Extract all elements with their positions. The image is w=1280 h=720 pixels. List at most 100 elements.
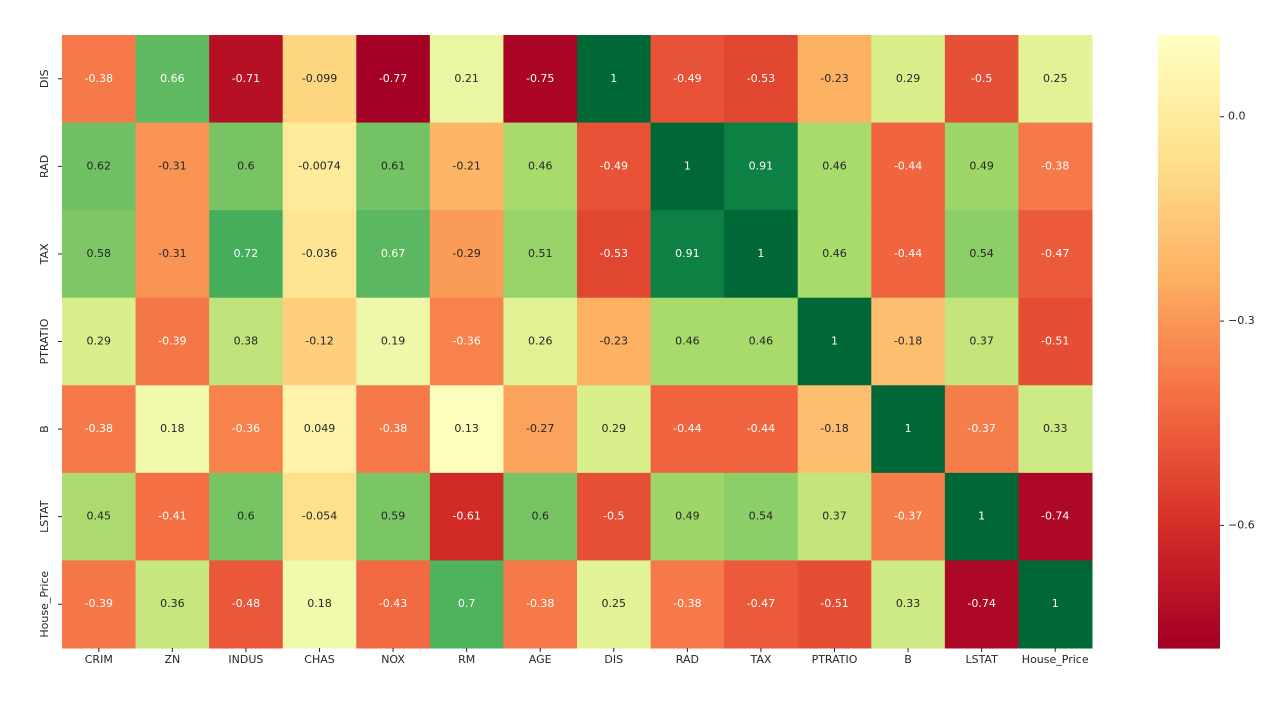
- cell-label: 0.46: [749, 335, 774, 348]
- colorbar-segment: [1158, 86, 1220, 92]
- cell: [944, 385, 1019, 474]
- colorbar-segment: [1158, 622, 1220, 629]
- cell: [871, 472, 946, 561]
- colorbar-segment: [1158, 280, 1220, 286]
- cell: [62, 472, 137, 561]
- cell-label: 0.33: [1043, 422, 1068, 435]
- cell: [944, 122, 1019, 211]
- cell-label: 1: [978, 510, 985, 523]
- colorbar-segment: [1158, 285, 1220, 292]
- colorbar-segment: [1158, 91, 1220, 97]
- cell: [62, 297, 137, 386]
- cell-label: -0.75: [526, 72, 554, 85]
- cell: [1018, 385, 1093, 474]
- colorbar-segment: [1158, 561, 1220, 567]
- colorbar-segment: [1158, 530, 1220, 537]
- cell-label: 0.58: [87, 247, 112, 260]
- cell-label: 0.049: [304, 422, 336, 435]
- cell: [429, 297, 504, 386]
- cell: [62, 560, 137, 649]
- cell: [724, 122, 799, 211]
- cell: [282, 560, 357, 649]
- cell: [1018, 560, 1093, 649]
- cell: [429, 122, 504, 211]
- cell-label: -0.47: [747, 597, 775, 610]
- colorbar-segment: [1158, 453, 1220, 460]
- colorbar-segment: [1158, 596, 1220, 603]
- cell: [944, 297, 1019, 386]
- colorbar-segment: [1158, 290, 1220, 297]
- cell-label: -0.12: [305, 335, 333, 348]
- colorbar-segment: [1158, 249, 1220, 256]
- colorbar-segment: [1158, 617, 1220, 624]
- colorbar-segment: [1158, 254, 1220, 261]
- cell: [503, 122, 578, 211]
- cell: [135, 35, 210, 124]
- cell-label: -0.099: [302, 72, 337, 85]
- cell-label: 1: [905, 422, 912, 435]
- cell-label: 0.19: [381, 335, 406, 348]
- colorbar-segment: [1158, 310, 1220, 317]
- cell-label: 0.45: [87, 510, 112, 523]
- colorbar-segment: [1158, 167, 1220, 174]
- colorbar-segment: [1158, 356, 1220, 363]
- colorbar-segment: [1158, 423, 1220, 429]
- cell: [577, 122, 652, 211]
- cell: [209, 297, 284, 386]
- cell-label: 0.6: [237, 159, 255, 172]
- x-tick-label: CHAS: [304, 653, 334, 666]
- colorbar-segment: [1158, 474, 1220, 481]
- cell: [282, 35, 357, 124]
- cell: [1018, 472, 1093, 561]
- colorbar-segment: [1158, 234, 1220, 240]
- cell-label: 0.54: [749, 510, 774, 523]
- colorbar-segment: [1158, 101, 1220, 108]
- colorbar-segment: [1158, 428, 1220, 435]
- cell-label: 0.59: [381, 510, 406, 523]
- cell: [429, 35, 504, 124]
- cell: [650, 210, 725, 299]
- cell: [209, 35, 284, 124]
- cell-label: -0.37: [967, 422, 995, 435]
- cell-label: 0.51: [528, 247, 553, 260]
- colorbar-segment: [1158, 612, 1220, 618]
- colorbar-segment: [1158, 275, 1220, 281]
- colorbar-segment: [1158, 397, 1220, 404]
- cell-label: -0.036: [302, 247, 337, 260]
- colorbar-segment: [1158, 111, 1220, 118]
- cell-label: -0.5: [971, 72, 992, 85]
- colorbar-segment: [1158, 244, 1220, 251]
- cell: [724, 385, 799, 474]
- colorbar-segment: [1158, 331, 1220, 337]
- cell-label: -0.37: [894, 510, 922, 523]
- cell-label: -0.71: [232, 72, 260, 85]
- colorbar-segment: [1158, 602, 1220, 608]
- cell-label: -0.29: [452, 247, 480, 260]
- cell: [1018, 297, 1093, 386]
- cell: [429, 560, 504, 649]
- colorbar-segment: [1158, 116, 1220, 123]
- cell-label: 1: [610, 72, 617, 85]
- colorbar-segment: [1158, 75, 1220, 82]
- cell: [503, 385, 578, 474]
- y-tick-label: House_Price: [38, 571, 51, 638]
- x-tick-label: LSTAT: [965, 653, 998, 666]
- y-tick-label: LSTAT: [38, 500, 51, 533]
- cell: [503, 472, 578, 561]
- colorbar-segment: [1158, 627, 1220, 634]
- cell: [356, 210, 431, 299]
- cell-label: -0.74: [967, 597, 995, 610]
- colorbar-segment: [1158, 556, 1220, 562]
- cell: [282, 122, 357, 211]
- cell: [209, 385, 284, 474]
- cell: [650, 560, 725, 649]
- colorbar-segment: [1158, 402, 1220, 409]
- cell: [209, 210, 284, 299]
- cell: [650, 472, 725, 561]
- colorbar-segment: [1158, 264, 1220, 271]
- cell-label: -0.51: [820, 597, 848, 610]
- cell-label: 0.26: [528, 335, 553, 348]
- cell: [429, 210, 504, 299]
- cell: [1018, 210, 1093, 299]
- cell-label: -0.0074: [298, 159, 340, 172]
